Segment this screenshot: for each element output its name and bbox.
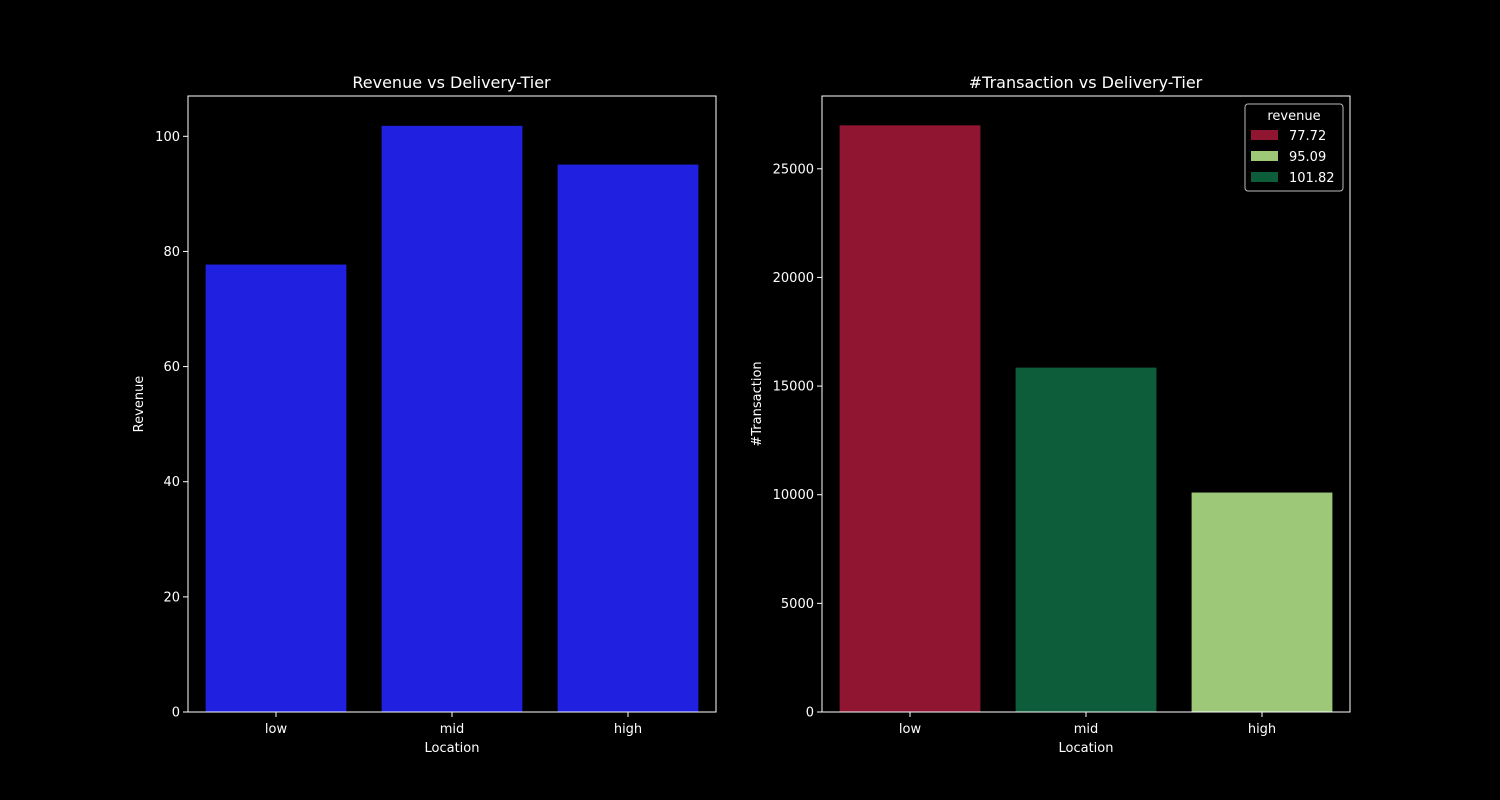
revenue-y-tick-label: 100 (155, 130, 180, 145)
revenue-x-tick-label: mid (440, 722, 465, 737)
legend-swatch (1251, 172, 1278, 182)
revenue-x-axis: low mid high (265, 712, 642, 737)
revenue-plot-frame (187, 95, 717, 713)
revenue-y-axis: 0 20 40 60 80 100 (155, 130, 188, 721)
transaction-chart-title: #Transaction vs Delivery-Tier (969, 73, 1203, 92)
transaction-x-tick-label: mid (1074, 722, 1099, 737)
transaction-y-axis: 0 5000 10000 15000 20000 25000 (773, 162, 822, 721)
transaction-x-tick-label: high (1248, 722, 1276, 737)
revenue-y-tick-label: 20 (163, 590, 180, 605)
transaction-chart: #Transaction vs Delivery-Tier 0 5000 10000… (750, 73, 1351, 756)
revenue-x-tick-label: low (265, 722, 288, 737)
transaction-x-tick-label: low (899, 722, 922, 737)
legend-swatch (1251, 130, 1278, 140)
legend-title: revenue (1267, 109, 1320, 124)
legend-entries: 77.72 95.09 101.82 (1251, 129, 1335, 186)
transaction-y-tick-label: 20000 (773, 271, 814, 286)
legend-frame (1244, 103, 1344, 192)
revenue-x-tick-label: high (614, 722, 642, 737)
transaction-plot-frame (821, 95, 1351, 713)
transaction-x-axis: low mid high (899, 712, 1276, 737)
legend-label: 101.82 (1289, 171, 1335, 186)
transaction-y-tick-label: 15000 (773, 380, 814, 395)
transaction-y-tick-label: 0 (806, 706, 814, 721)
legend-label: 77.72 (1289, 129, 1326, 144)
legend-label: 95.09 (1289, 150, 1326, 165)
transaction-y-tick-label: 10000 (773, 488, 814, 503)
revenue-y-axis-label: Revenue (132, 376, 147, 433)
revenue-bar-low (205, 264, 347, 712)
transaction-bar-mid (1015, 367, 1157, 712)
transaction-bars (839, 125, 1333, 713)
revenue-bar-mid (381, 125, 523, 713)
revenue-chart: Revenue vs Delivery-Tier 0 20 40 60 80 100 lo… (132, 73, 717, 756)
transaction-bar-high (1191, 492, 1333, 712)
revenue-y-tick-label: 0 (172, 706, 180, 721)
revenue-y-tick-label: 80 (163, 245, 180, 260)
revenue-bars (205, 125, 699, 713)
revenue-x-axis-label: Location (425, 741, 480, 756)
transaction-bar-low (839, 125, 981, 713)
transaction-y-axis-label: #Transaction (750, 361, 765, 446)
revenue-chart-title: Revenue vs Delivery-Tier (352, 73, 551, 92)
transaction-y-tick-label: 25000 (773, 162, 814, 177)
revenue-bar-high (557, 164, 699, 712)
legend-swatch (1251, 151, 1278, 161)
revenue-y-tick-label: 60 (163, 360, 180, 375)
transaction-y-tick-label: 5000 (781, 597, 814, 612)
revenue-y-tick-label: 40 (163, 475, 180, 490)
transaction-x-axis-label: Location (1059, 741, 1114, 756)
transaction-legend: revenue 77.72 95.09 101.82 (1244, 103, 1344, 192)
